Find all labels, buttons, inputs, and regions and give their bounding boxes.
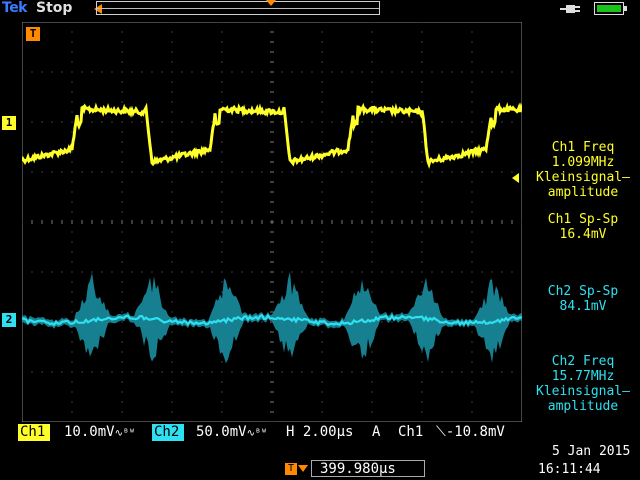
date-display: 5 Jan 2015 [552, 444, 631, 459]
trigger-level[interactable]: ⟍-10.8mV [436, 424, 505, 440]
measurement-line: 16.4mV [559, 227, 607, 242]
falling-edge-icon: ⟍ [436, 424, 446, 440]
delay-arrow-icon [298, 465, 308, 472]
measurement-line: 1.099MHz [551, 155, 615, 170]
measurement-line: Kleinsignal– [536, 170, 630, 185]
measurement-line: 15.77MHz [551, 369, 615, 384]
ch1-pk-pk-measurement[interactable]: Ch1 Sp-Sp 16.4mV [526, 212, 640, 242]
measurement-line: Ch1 Freq [551, 140, 615, 155]
channel-status-bar: Ch1 10.0mV∿ᴮᵂ Ch2 50.0mV∿ᴮᵂ H 2.00µs A C… [0, 424, 640, 442]
measurement-line: Ch2 Freq [551, 354, 615, 369]
ch2-waveform [22, 313, 522, 327]
delay-trigger-icon: T [285, 463, 297, 475]
measurement-line: 84.1mV [559, 299, 607, 314]
measurement-line: Kleinsignal– [536, 384, 630, 399]
measurement-line: amplitude [547, 399, 619, 414]
ch1-ground-marker[interactable]: 1 [2, 116, 16, 130]
run-status[interactable]: Stop [36, 0, 73, 16]
horizontal-timebase[interactable]: H 2.00µs [286, 424, 354, 440]
ch1-scale: 10.0mV∿ᴮᵂ [64, 424, 135, 440]
measurement-line: Ch1 Sp-Sp [547, 212, 619, 227]
trigger-position-bar [96, 1, 380, 15]
ch1-waveform [22, 102, 522, 170]
waveform-display [22, 22, 522, 422]
ch2-ground-marker[interactable]: 2 [2, 313, 16, 327]
trigger-position-marker-icon [266, 0, 276, 6]
trigger-mode: A [372, 424, 381, 440]
ch2-label[interactable]: Ch2 [152, 424, 184, 441]
ch1-freq-measurement[interactable]: Ch1 Freq 1.099MHz Kleinsignal– amplitude [526, 140, 640, 200]
graticule-grid [22, 22, 522, 422]
delay-value: 399.980µs [311, 460, 425, 477]
battery-icon [594, 2, 627, 15]
measurement-line: amplitude [547, 185, 619, 200]
trigger-level-arrow-icon [512, 173, 519, 183]
top-status-bar: Tek Stop [0, 0, 640, 18]
ch1-label[interactable]: Ch1 [18, 424, 50, 441]
trigger-source[interactable]: Ch1 [398, 424, 424, 440]
ch2-freq-measurement[interactable]: Ch2 Freq 15.77MHz Kleinsignal– amplitude [526, 354, 640, 414]
trigger-marker-icon: T [26, 27, 40, 41]
measurement-line: Ch2 Sp-Sp [547, 284, 619, 299]
ch2-scale: 50.0mV∿ᴮᵂ [196, 424, 267, 440]
time-display: 16:11:44 [538, 462, 601, 477]
horizontal-delay[interactable]: T 399.980µs [285, 460, 425, 478]
plug-icon [560, 5, 580, 13]
brand-logo: Tek [2, 0, 28, 16]
ch2-pk-pk-measurement[interactable]: Ch2 Sp-Sp 84.1mV [526, 284, 640, 314]
trigger-position-left-arrow-icon [94, 4, 102, 14]
